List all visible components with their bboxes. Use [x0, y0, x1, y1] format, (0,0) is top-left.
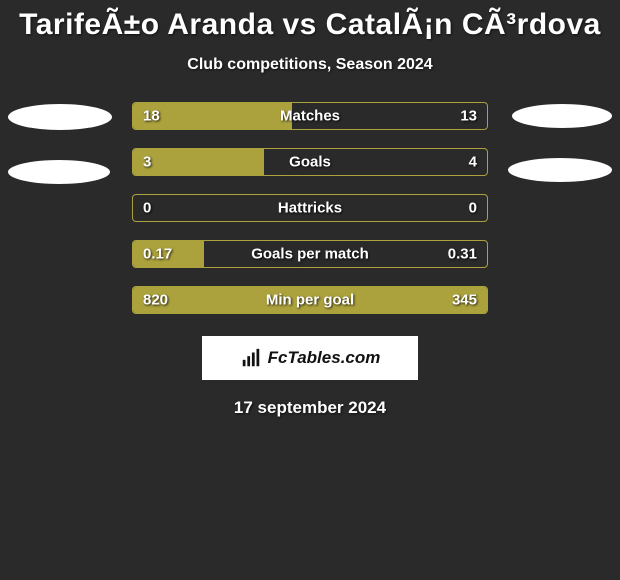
stat-bar-fill [133, 149, 264, 175]
stat-bars: 18 Matches 13 3 Goals 4 0 Hattricks 0 0.17 Goals p… [132, 102, 488, 314]
left-player-shapes [8, 102, 120, 184]
stat-label: Goals [289, 154, 331, 171]
stat-bar: 0.17 Goals per match 0.31 [132, 240, 488, 268]
player-ellipse [512, 104, 612, 128]
brand-text: FcTables.com [268, 348, 381, 368]
stat-right-value: 4 [469, 154, 477, 171]
snapshot-date: 17 september 2024 [0, 398, 620, 418]
stat-bar: 3 Goals 4 [132, 148, 488, 176]
comparison-subtitle: Club competitions, Season 2024 [0, 56, 620, 74]
comparison-title: TarifeÃ±o Aranda vs CatalÃ¡n CÃ³rdova [0, 8, 620, 42]
stat-label: Hattricks [278, 200, 342, 217]
bar-chart-icon [240, 347, 262, 369]
brand-badge: FcTables.com [202, 336, 418, 380]
stat-label: Goals per match [251, 246, 369, 263]
stat-left-value: 0.17 [143, 246, 172, 263]
stat-left-value: 18 [143, 108, 160, 125]
stat-left-value: 3 [143, 154, 151, 171]
stat-bar: 820 Min per goal 345 [132, 286, 488, 314]
player-ellipse [8, 104, 112, 130]
stat-bar: 18 Matches 13 [132, 102, 488, 130]
player-ellipse [8, 160, 110, 184]
right-player-shapes [500, 102, 612, 182]
player-ellipse [508, 158, 612, 182]
stat-label: Matches [280, 108, 340, 125]
stat-right-value: 0.31 [448, 246, 477, 263]
stat-right-value: 0 [469, 200, 477, 217]
content-row: 18 Matches 13 3 Goals 4 0 Hattricks 0 0.17 Goals p… [0, 102, 620, 314]
stat-right-value: 345 [452, 292, 477, 309]
stat-left-value: 0 [143, 200, 151, 217]
stat-bar: 0 Hattricks 0 [132, 194, 488, 222]
stat-right-value: 13 [460, 108, 477, 125]
stat-label: Min per goal [266, 292, 354, 309]
stat-left-value: 820 [143, 292, 168, 309]
